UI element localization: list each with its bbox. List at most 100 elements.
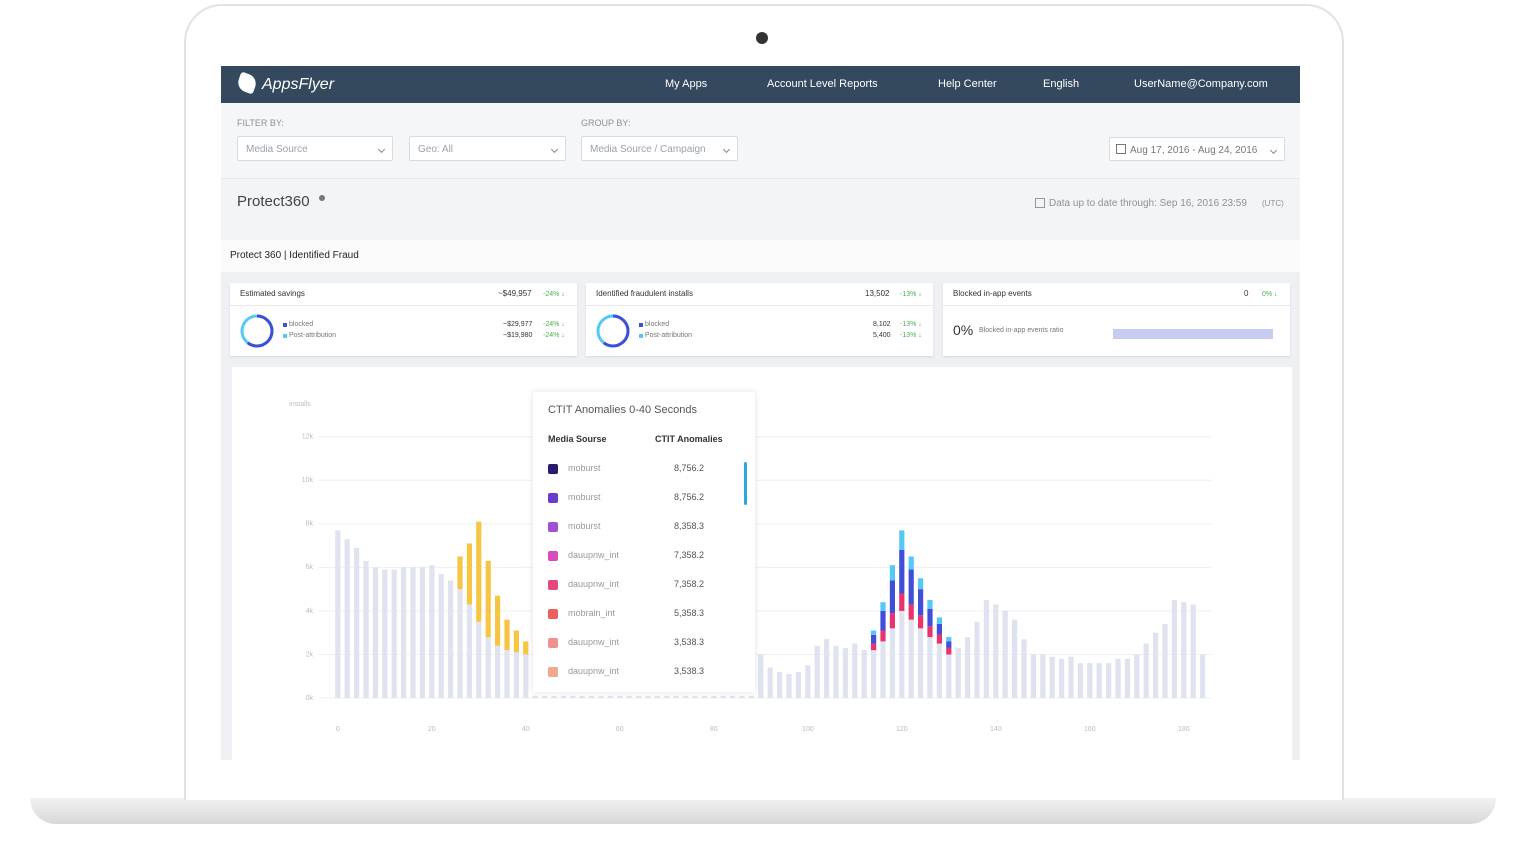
group-label: GROUP BY: [581,118,631,128]
bar [880,610,886,631]
bar [579,695,585,698]
scrollbar[interactable] [744,462,747,505]
tooltip-value: 8,358.3 [674,521,705,531]
bar [983,600,989,698]
bar [513,652,519,698]
date-picker[interactable]: Aug 17, 2016 - Aug 24, 2016 [1109,137,1285,161]
y-tick-label: 4k [306,608,314,615]
bar [542,695,548,698]
bar [899,530,905,550]
bar [1021,639,1027,698]
row-value: ~$19,980 [503,332,533,339]
dropdown[interactable]: Media Source / Campaign [581,136,738,161]
x-tick-label: 180 [1178,726,1190,733]
row-change: -24% ↓ [543,332,565,339]
tooltip-swatch [548,609,558,619]
bar [739,695,745,698]
navbar [221,66,1300,103]
x-tick-label: 60 [616,726,624,733]
bar [871,630,877,635]
bar [918,578,924,590]
x-tick-label: 140 [990,726,1002,733]
bar [936,617,942,624]
nav-item[interactable]: English [1043,78,1080,90]
updated-note: Data up to date through: Sep 16, 2016 23… [1049,198,1247,209]
bar [1134,654,1140,698]
nav-item[interactable]: My Apps [665,78,708,90]
bar [1012,619,1018,698]
bar [974,621,980,698]
legend-swatch [639,334,643,338]
bar [899,549,905,594]
bar [805,665,811,698]
bar [936,643,942,698]
tooltip-name: dauupnw_int [568,637,620,647]
tooltip-value: 8,756.2 [674,492,705,502]
bar [419,567,425,698]
dropdown[interactable]: Media Source [237,136,393,161]
ratio: 0% [953,322,974,338]
bar [1162,623,1168,698]
bar [1143,643,1149,698]
bar [1190,604,1196,698]
tooltip-header: CTIT Anomalies [655,434,723,444]
nav-item[interactable]: UserName@Company.com [1134,78,1268,90]
bar [673,695,679,698]
bar [908,569,914,605]
x-tick-label: 0 [336,726,340,733]
timezone: (UTC) [1262,199,1284,208]
bar [927,600,933,609]
bar [495,595,501,646]
legend-swatch [639,323,643,327]
bar [1040,654,1046,698]
tooltip-value: 5,358.3 [674,608,705,618]
y-tick-label: 0k [306,695,314,702]
bar [344,539,350,698]
bar [560,695,566,698]
bar [852,643,858,698]
bar [1087,663,1093,698]
filter-label: FILTER BY: [237,118,284,128]
bar [457,556,463,590]
bar [927,626,933,638]
bar [730,695,736,698]
card-total: ~$49,957 [498,289,532,298]
bar [824,639,830,698]
bar [1200,654,1206,698]
dropdown[interactable]: Geo: All [409,136,566,161]
bar [654,695,660,698]
bar [636,695,642,698]
x-tick-label: 80 [710,726,718,733]
bar [607,695,613,698]
nav-item[interactable]: Help Center [938,78,997,90]
bar [889,565,895,581]
bar [946,641,952,648]
bar [908,619,914,698]
tooltip-swatch [548,580,558,590]
tooltip-value: 7,358.2 [674,579,705,589]
card-change: -24% ↓ [543,291,565,298]
bar [513,630,519,653]
nav-item[interactable]: Account Level Reports [767,78,878,90]
bar [523,641,529,655]
bar [946,647,952,655]
tooltip-name: moburst [568,521,601,531]
row-change: -13% ↓ [900,332,922,339]
card-title: Blocked in-app events [953,289,1032,298]
bar [871,634,877,644]
tooltip-header: Media Sourse [548,434,607,444]
y-tick-label: 12k [302,434,314,441]
bar [918,628,924,698]
bar [372,567,378,698]
row-value: ~$29,977 [503,321,533,328]
card-change: -13% ↓ [900,291,922,298]
bar [899,593,905,611]
logo[interactable]: AppsFlyer [262,76,335,93]
card-title: Identified fraudulent installs [596,289,693,298]
ratio-label: Blocked in-app events ratio [979,327,1064,334]
card-change: 0% ↓ [1262,291,1278,298]
bar [927,608,933,627]
y-tick-label: 6k [306,564,314,571]
bar [889,628,895,698]
